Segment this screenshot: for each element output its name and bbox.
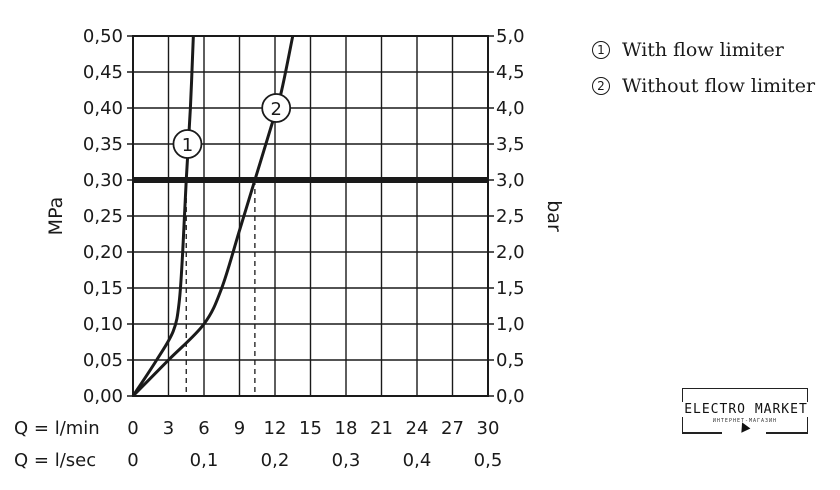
y-tick-label-left: 0,15	[83, 278, 123, 299]
x-tick-label-min: 24	[406, 418, 429, 439]
x-tick-label-min: 3	[163, 418, 174, 439]
y-tick-label-right: 1,0	[496, 314, 525, 335]
y-tick-label-left: 0,40	[83, 98, 123, 119]
x-tick-label-min: 15	[299, 418, 322, 439]
series-marker-circle-1	[172, 129, 203, 159]
legend-marker-1: 1	[592, 41, 610, 59]
x-tick-label-min: 0	[127, 418, 138, 439]
x-tick-label-sec: 0	[127, 450, 138, 471]
series-marker-label-1: 1	[182, 135, 193, 156]
x-tick-label-sec: 0,4	[403, 450, 432, 471]
y-tick-label-right: 0,5	[496, 350, 525, 371]
y-tick-label-right: 2,0	[496, 242, 525, 263]
y-tick-label-left: 0,45	[83, 62, 123, 83]
y-tick-label-left: 0,05	[83, 350, 123, 371]
legend-item-1: 1 With flow limiter	[592, 32, 815, 68]
y-tick-label-left: 0,25	[83, 206, 123, 227]
legend-label-1: With flow limiter	[622, 39, 784, 61]
y-ticks: 0,00 0,05 0,10 0,15 0,20 0,25 0,30 0,35 0,40 0,45…	[83, 26, 525, 407]
x-tick-label-min: 6	[198, 418, 209, 439]
electro-market-logo: ELECTRO MARKET ИНТЕРНЕТ-МАГАЗИН	[664, 388, 828, 434]
series-line-1	[131, 35, 195, 397]
y-tick-label-left: 0,10	[83, 314, 123, 335]
x-axis-prefix-min: Q = l/min	[14, 418, 100, 439]
curves: 12	[131, 35, 295, 398]
logo-subtitle: ИНТЕРНЕТ-МАГАЗИН	[712, 418, 778, 424]
x-tick-label-min: 18	[335, 418, 358, 439]
x-tick-label-min: 30	[477, 418, 500, 439]
legend-marker-2: 2	[592, 77, 610, 95]
y-tick-label-left: 0,20	[83, 242, 123, 263]
y-tick-label-right: 4,5	[496, 62, 525, 83]
y-tick-label-right: 3,5	[496, 134, 525, 155]
legend: 1 With flow limiter 2 Without flow limit…	[592, 32, 815, 104]
drop-lines	[185, 180, 256, 396]
axis-title-left: MPa	[45, 197, 67, 236]
x-tick-label-min: 27	[441, 418, 464, 439]
series-marker-circle-2	[261, 93, 292, 123]
y-tick-label-left: 0,50	[83, 26, 123, 47]
y-tick-label-left: 0,00	[83, 386, 123, 407]
logo-title: ELECTRO MARKET	[664, 402, 828, 417]
legend-item-2: 2 Without flow limiter	[592, 68, 815, 104]
logo-frame-bottom-left	[682, 432, 722, 434]
y-tick-label-right: 0,0	[496, 386, 525, 407]
y-tick-label-left: 0,35	[83, 134, 123, 155]
x-tick-label-sec: 0,5	[474, 450, 503, 471]
y-tick-label-right: 3,0	[496, 170, 525, 191]
x-tick-label-sec: 0,2	[261, 450, 290, 471]
y-tick-label-left: 0,30	[83, 170, 123, 191]
x-tick-label-min: 12	[264, 418, 287, 439]
x-ticks: 0 3 6 9 12 15 18 21 24 27 30 0 0,1 0,2 0,3 0,4 0,5	[127, 418, 502, 471]
x-tick-label-min: 9	[234, 418, 245, 439]
logo-frame-bottom-right	[766, 432, 808, 434]
y-tick-label-right: 1,5	[496, 278, 525, 299]
y-tick-label-right: 4,0	[496, 98, 525, 119]
x-tick-label-sec: 0,3	[332, 450, 361, 471]
x-tick-label-sec: 0,1	[190, 450, 219, 471]
series-marker-label-2: 2	[270, 99, 281, 120]
y-tick-label-right: 2,5	[496, 206, 525, 227]
y-tick-label-right: 5,0	[496, 26, 525, 47]
x-axis-prefix-sec: Q = l/sec	[14, 450, 96, 471]
axis-title-right: bar	[543, 200, 565, 232]
legend-label-2: Without flow limiter	[622, 75, 816, 97]
x-tick-label-min: 21	[370, 418, 393, 439]
